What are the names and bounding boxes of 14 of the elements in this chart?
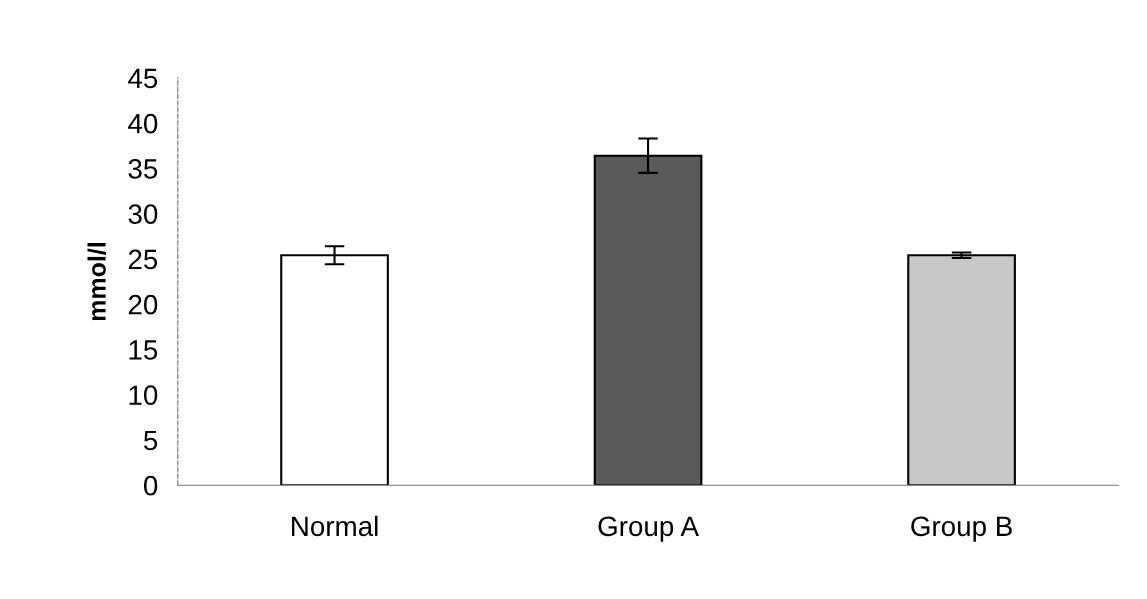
x-tick-label: Group B <box>911 516 1012 542</box>
y-tick-label: 40 <box>128 113 158 134</box>
x-tick-label: Normal <box>292 515 378 537</box>
y-tick-label: 15 <box>129 340 158 360</box>
y-axis-title: mmol/l <box>87 243 107 321</box>
x-tick-label: Group A <box>598 516 699 542</box>
y-tick-label: 45 <box>128 68 158 89</box>
y-tick-label: 35 <box>128 159 158 179</box>
y-tick-label: 30 <box>128 204 158 224</box>
y-tick-label: 25 <box>128 249 158 270</box>
y-tick-label: 10 <box>129 385 158 406</box>
y-tick-label: 20 <box>128 294 158 315</box>
y-tick-label: 5 <box>144 430 158 451</box>
y-tick-label: 0 <box>143 475 158 496</box>
